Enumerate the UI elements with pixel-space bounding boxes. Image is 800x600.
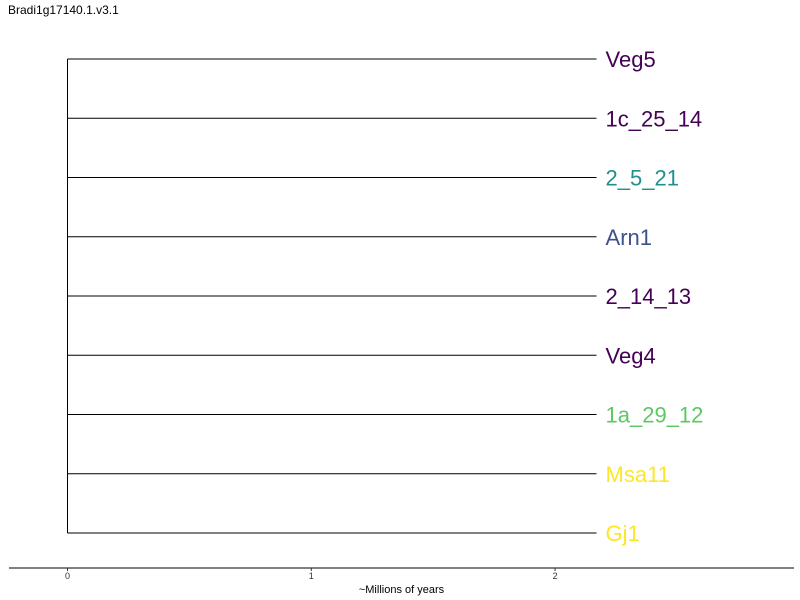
axis-tick-label: 1 [309, 571, 314, 581]
tip-label: Msa11 [606, 462, 670, 487]
tip-label: 1c_25_14 [606, 106, 703, 131]
tip-label: Veg5 [606, 47, 656, 72]
tip-label: Gj1 [606, 521, 640, 546]
time-axis: 0 1 2 ~Millions of years [9, 567, 794, 596]
tip-labels: Veg5 1c_25_14 2_5_21 Arn1 2_14_13 Veg4 1a_29_1… [606, 47, 704, 546]
tree-title: Bradi1g17140.1.v3.1 [8, 3, 119, 17]
tip-label: 2_14_13 [606, 284, 692, 309]
axis-tick-label: 2 [553, 571, 558, 581]
tip-label: Veg4 [606, 343, 656, 368]
tip-label: Arn1 [606, 225, 652, 250]
tip-label: 2_5_21 [606, 166, 679, 191]
tree-branches [67, 58, 597, 534]
axis-title: ~Millions of years [359, 584, 445, 596]
tip-label: 1a_29_12 [606, 403, 704, 428]
axis-tick-label: 0 [65, 571, 70, 581]
